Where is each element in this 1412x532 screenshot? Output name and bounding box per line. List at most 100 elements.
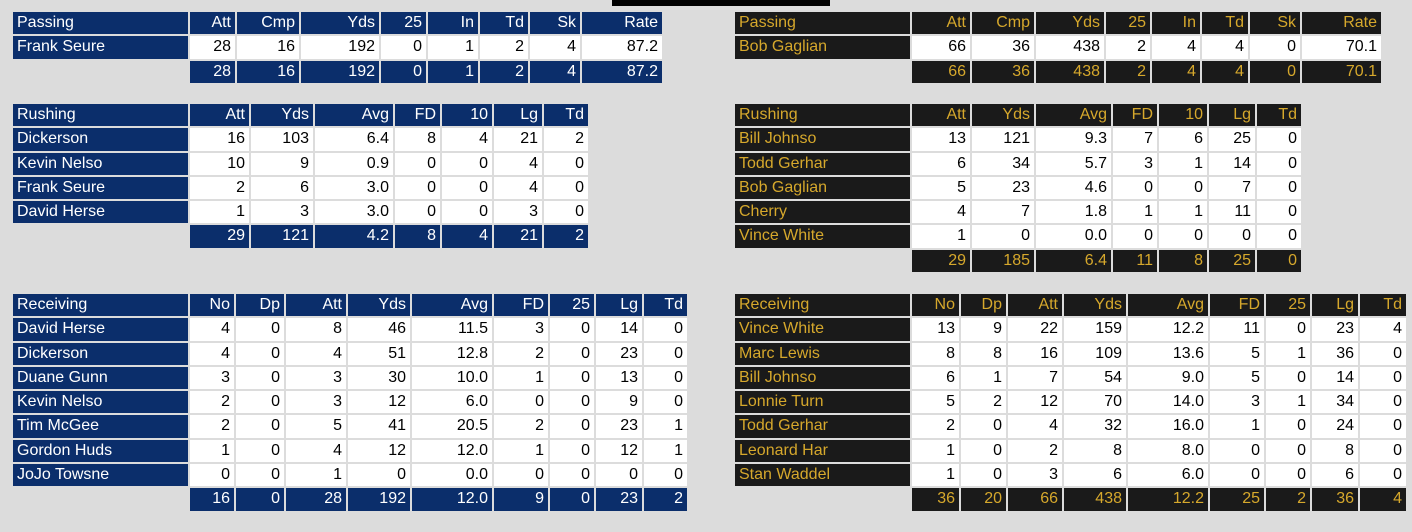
player-name: Dickerson xyxy=(13,128,188,151)
stat-cell: 0 xyxy=(550,318,594,341)
stat-cell: 0 xyxy=(1209,225,1255,248)
player-name: Bill Johnso xyxy=(735,366,910,390)
stat-cell: 13 xyxy=(596,366,642,390)
stat-cell: 0 xyxy=(1360,391,1406,414)
column-header: Td xyxy=(480,12,528,35)
total-cell: 4 xyxy=(442,225,492,248)
stat-cell: 2 xyxy=(961,391,1006,414)
total-cell: 11 xyxy=(1113,249,1157,273)
totals-spacer xyxy=(735,250,910,272)
column-header: Yds xyxy=(348,294,410,317)
stat-cell: 4 xyxy=(912,201,970,224)
total-cell: 25 xyxy=(1209,249,1255,273)
stat-cell: 28 xyxy=(190,36,235,59)
total-cell: 0 xyxy=(381,60,426,83)
stat-cell: 2 xyxy=(494,415,548,438)
stat-cell: 9 xyxy=(251,152,313,175)
stat-cell: 3 xyxy=(494,318,548,341)
player-name: Todd Gerhar xyxy=(735,415,910,438)
stat-cell: 51 xyxy=(348,342,410,365)
stat-cell: 0 xyxy=(550,391,594,414)
section-title: Rushing xyxy=(735,104,910,127)
player-name: Vince White xyxy=(735,225,910,248)
total-cell: 87.2 xyxy=(582,60,662,83)
total-cell: 20 xyxy=(961,488,1006,511)
stat-cell: 0 xyxy=(442,176,492,200)
total-cell: 21 xyxy=(494,225,542,248)
column-header: Yds xyxy=(301,12,379,35)
stat-cell: 41 xyxy=(348,415,410,438)
stat-cell: 3 xyxy=(494,201,542,224)
column-header: FD xyxy=(395,104,440,127)
column-header: FD xyxy=(1113,104,1157,127)
column-header: Att xyxy=(190,12,235,35)
stat-cell: 0 xyxy=(961,439,1006,463)
player-name: Frank Seure xyxy=(13,176,188,200)
player-name: Leonard Har xyxy=(735,439,910,463)
stat-cell: 3 xyxy=(286,391,346,414)
stat-cell: 0 xyxy=(550,464,594,487)
stat-cell: 0 xyxy=(1250,36,1300,59)
stat-cell: 16 xyxy=(1008,342,1062,365)
player-name: Cherry xyxy=(735,201,910,224)
stat-cell: 109 xyxy=(1064,342,1126,365)
column-header: No xyxy=(912,294,959,317)
stat-cell: 0 xyxy=(1210,439,1264,463)
stat-cell: 14 xyxy=(596,318,642,341)
stat-cell: 3 xyxy=(251,201,313,224)
stat-cell: 1 xyxy=(1113,201,1157,224)
section-title: Receiving xyxy=(13,294,188,317)
stat-cell: 1 xyxy=(912,464,959,487)
stat-cell: 8 xyxy=(1064,439,1126,463)
stat-cell: 1 xyxy=(286,464,346,487)
stat-cell: 1 xyxy=(1159,201,1207,224)
stat-cell: 0 xyxy=(236,391,284,414)
column-header: Yds xyxy=(972,104,1034,127)
stat-cell: 5 xyxy=(912,176,970,200)
stat-cell: 9 xyxy=(596,391,642,414)
stat-cell: 4 xyxy=(442,128,492,151)
stat-cell: 2 xyxy=(1106,36,1150,59)
stat-cell: 4 xyxy=(190,342,234,365)
stat-cell: 192 xyxy=(301,36,379,59)
stat-cell: 3.0 xyxy=(315,201,393,224)
column-header: Dp xyxy=(236,294,284,317)
stat-cell: 6 xyxy=(912,152,970,175)
stat-cell: 1 xyxy=(644,439,687,463)
stat-cell: 0 xyxy=(1113,176,1157,200)
stat-cell: 1 xyxy=(1210,415,1264,438)
totals-spacer xyxy=(735,61,910,83)
stat-cell: 87.2 xyxy=(582,36,662,59)
stat-cell: 0 xyxy=(1210,464,1264,487)
total-cell: 12.2 xyxy=(1128,488,1208,511)
stat-cell: 0 xyxy=(494,391,548,414)
stat-cell: 0 xyxy=(550,439,594,463)
stat-cell: 70.1 xyxy=(1302,36,1381,59)
stat-cell: 0 xyxy=(442,201,492,224)
stat-cell: 8 xyxy=(395,128,440,151)
stat-cell: 11 xyxy=(1210,318,1264,341)
player-name: Kevin Nelso xyxy=(13,152,188,175)
column-header: Att xyxy=(912,12,970,35)
stat-cell: 103 xyxy=(251,128,313,151)
column-header: Sk xyxy=(1250,12,1300,35)
total-cell: 185 xyxy=(972,249,1034,273)
stat-cell: 3 xyxy=(1210,391,1264,414)
column-header: Td xyxy=(1202,12,1248,35)
stat-cell: 0 xyxy=(1113,225,1157,248)
stat-cell: 0 xyxy=(644,366,687,390)
player-name: Gordon Huds xyxy=(13,439,188,463)
column-header: Att xyxy=(912,104,970,127)
stat-cell: 16.0 xyxy=(1128,415,1208,438)
stat-cell: 7 xyxy=(1113,128,1157,151)
stat-cell: 23 xyxy=(596,415,642,438)
stat-cell: 23 xyxy=(1312,318,1358,341)
stat-cell: 12 xyxy=(596,439,642,463)
totals-spacer xyxy=(13,61,188,83)
total-cell: 2 xyxy=(644,488,687,511)
stat-cell: 1 xyxy=(1159,152,1207,175)
stat-cell: 9 xyxy=(961,318,1006,341)
stat-cell: 7 xyxy=(1209,176,1255,200)
total-cell: 438 xyxy=(1036,60,1104,83)
total-cell: 0 xyxy=(1257,249,1301,273)
